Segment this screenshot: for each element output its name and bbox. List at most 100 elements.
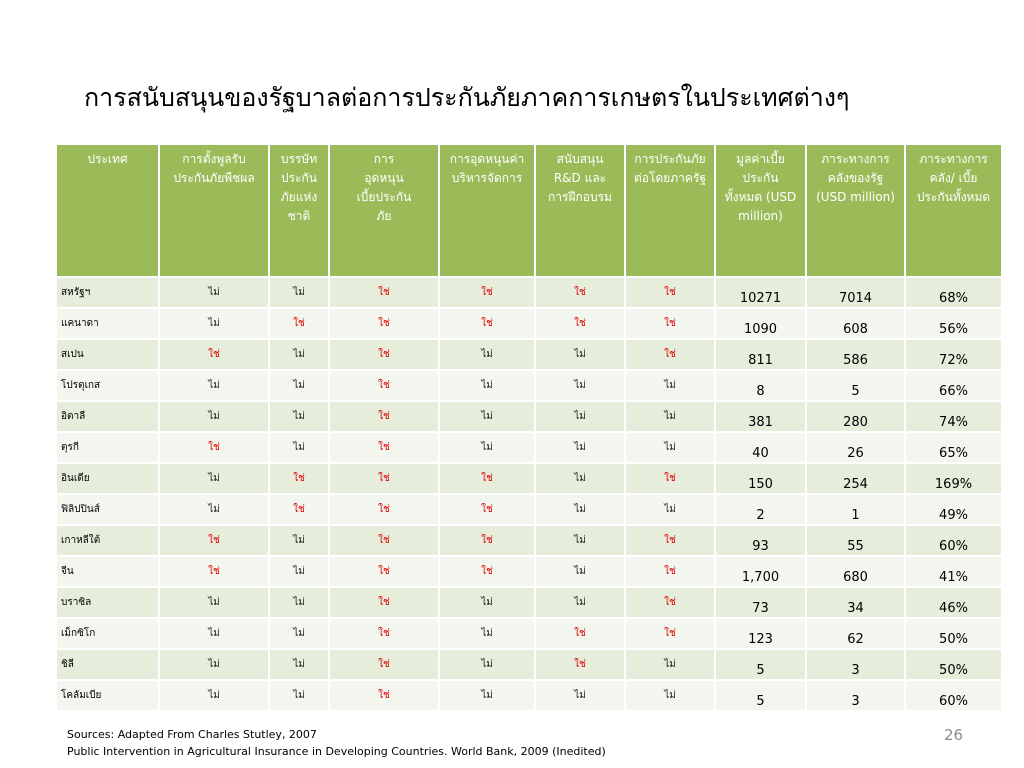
flag-cell: ใช่ [624, 524, 716, 557]
ratio-cell: 50% [904, 648, 1003, 681]
burden-cell: 26 [805, 431, 906, 464]
flag-cell: ใช่ [438, 524, 536, 557]
flag-cell: ใช่ [624, 586, 716, 619]
flag-cell: ใช่ [328, 338, 440, 371]
burden-cell: 62 [805, 617, 906, 650]
table-row: ชิลี ไม่ ไม่ ใช่ ไม่ ใช่ ไม่ 5 3 50% [55, 648, 1003, 681]
country-cell: บราซิล [55, 586, 160, 619]
flag-cell: ไม่ [438, 617, 536, 650]
premium-cell: 93 [714, 524, 807, 557]
flag-cell: ไม่ [158, 648, 270, 681]
flag-cell: ไม่ [158, 679, 270, 712]
flag-cell: ไม่ [268, 617, 330, 650]
table-header-row: ประเทศ การตั้งพูลรับประกันภัยพืชผล บรรษั… [55, 143, 1003, 278]
premium-cell: 40 [714, 431, 807, 464]
table-row: ฟิลิปปินส์ ไม่ ใช่ ใช่ ใช่ ไม่ ไม่ 2 1 49% [55, 493, 1003, 526]
flag-cell: ใช่ [534, 648, 626, 681]
flag-cell: ใช่ [328, 586, 440, 619]
flag-cell: ไม่ [158, 493, 270, 526]
flag-cell: ไม่ [158, 276, 270, 309]
sources-line-1: Sources: Adapted From Charles Stutley, 2… [67, 728, 317, 741]
flag-cell: ใช่ [328, 524, 440, 557]
flag-cell: ไม่ [158, 369, 270, 402]
table-row: อิตาลี ไม่ ไม่ ใช่ ไม่ ไม่ ไม่ 381 280 74% [55, 400, 1003, 433]
flag-cell: ใช่ [438, 555, 536, 588]
burden-cell: 3 [805, 648, 906, 681]
flag-cell: ใช่ [438, 276, 536, 309]
flag-cell: ไม่ [438, 400, 536, 433]
burden-cell: 55 [805, 524, 906, 557]
flag-cell: ไม่ [534, 679, 626, 712]
flag-cell: ใช่ [534, 276, 626, 309]
premium-cell: 381 [714, 400, 807, 433]
slide-title: การสนับสนุนของรัฐบาลต่อการประกันภัยภาคกา… [84, 83, 850, 112]
country-cell: โปรตุเกส [55, 369, 160, 402]
country-cell: แคนาดา [55, 307, 160, 340]
table-row: เกาหลีใต้ ใช่ ไม่ ใช่ ใช่ ไม่ ใช่ 93 55 60% [55, 524, 1003, 557]
page-number: 26 [944, 726, 964, 744]
ratio-cell: 68% [904, 276, 1003, 309]
flag-cell: ใช่ [624, 462, 716, 495]
premium-cell: 5 [714, 679, 807, 712]
flag-cell: ไม่ [268, 400, 330, 433]
header-admin-subsidy: การอุดหนุนค่าบริหารจัดการ [438, 143, 536, 278]
table-row: บราซิล ไม่ ไม่ ใช่ ไม่ ไม่ ใช่ 73 34 46% [55, 586, 1003, 619]
header-fiscal-burden: ภาระทางการคลังของรัฐ (USD million) [805, 143, 906, 278]
sources-line-2: Public Intervention in Agricultural Insu… [67, 745, 606, 758]
premium-cell: 5 [714, 648, 807, 681]
flag-cell: ใช่ [534, 307, 626, 340]
ratio-cell: 66% [904, 369, 1003, 402]
flag-cell: ไม่ [534, 493, 626, 526]
ratio-cell: 169% [904, 462, 1003, 495]
flag-cell: ใช่ [158, 524, 270, 557]
ratio-cell: 41% [904, 555, 1003, 588]
premium-cell: 150 [714, 462, 807, 495]
flag-cell: ไม่ [534, 338, 626, 371]
burden-cell: 586 [805, 338, 906, 371]
burden-cell: 3 [805, 679, 906, 712]
table-row: อินเดีย ไม่ ใช่ ใช่ ใช่ ไม่ ใช่ 150 254 169% [55, 462, 1003, 495]
burden-cell: 34 [805, 586, 906, 619]
flag-cell: ไม่ [534, 524, 626, 557]
table-row: สหรัฐฯ ไม่ ไม่ ใช่ ใช่ ใช่ ใช่ 10271 7014 68% [55, 276, 1003, 309]
premium-cell: 73 [714, 586, 807, 619]
flag-cell: ไม่ [438, 586, 536, 619]
table-row: โปรตุเกส ไม่ ไม่ ใช่ ไม่ ไม่ ไม่ 8 5 66% [55, 369, 1003, 402]
ratio-cell: 60% [904, 679, 1003, 712]
ratio-cell: 74% [904, 400, 1003, 433]
flag-cell: ไม่ [624, 400, 716, 433]
header-total-premium: มูลค่าเบี้ยประกันทั้งหมด (USD million) [714, 143, 807, 278]
flag-cell: ไม่ [438, 338, 536, 371]
country-cell: ชิลี [55, 648, 160, 681]
ratio-cell: 56% [904, 307, 1003, 340]
flag-cell: ไม่ [624, 431, 716, 464]
premium-cell: 811 [714, 338, 807, 371]
burden-cell: 280 [805, 400, 906, 433]
flag-cell: ใช่ [328, 369, 440, 402]
flag-cell: ไม่ [268, 431, 330, 464]
flag-cell: ไม่ [534, 462, 626, 495]
flag-cell: ไม่ [534, 586, 626, 619]
flag-cell: ไม่ [158, 400, 270, 433]
premium-cell: 2 [714, 493, 807, 526]
table-row: ตุรกี ใช่ ไม่ ใช่ ไม่ ไม่ ไม่ 40 26 65% [55, 431, 1003, 464]
flag-cell: ไม่ [534, 555, 626, 588]
country-cell: สเปน [55, 338, 160, 371]
flag-cell: ไม่ [268, 679, 330, 712]
flag-cell: ไม่ [268, 555, 330, 588]
header-rnd-training: สนับสนุน R&D และการฝึกอบรม [534, 143, 626, 278]
header-crop-pool: การตั้งพูลรับประกันภัยพืชผล [158, 143, 270, 278]
flag-cell: ใช่ [328, 462, 440, 495]
flag-cell: ไม่ [534, 369, 626, 402]
ratio-cell: 50% [904, 617, 1003, 650]
flag-cell: ไม่ [158, 307, 270, 340]
flag-cell: ใช่ [328, 493, 440, 526]
burden-cell: 7014 [805, 276, 906, 309]
country-cell: อิตาลี [55, 400, 160, 433]
ratio-cell: 72% [904, 338, 1003, 371]
flag-cell: ใช่ [328, 555, 440, 588]
flag-cell: ไม่ [438, 369, 536, 402]
header-national-corp: บรรษัทประกันภัยแห่งชาติ [268, 143, 330, 278]
flag-cell: ไม่ [438, 679, 536, 712]
table-row: โคลัมเบีย ไม่ ไม่ ใช่ ไม่ ไม่ ไม่ 5 3 60% [55, 679, 1003, 712]
